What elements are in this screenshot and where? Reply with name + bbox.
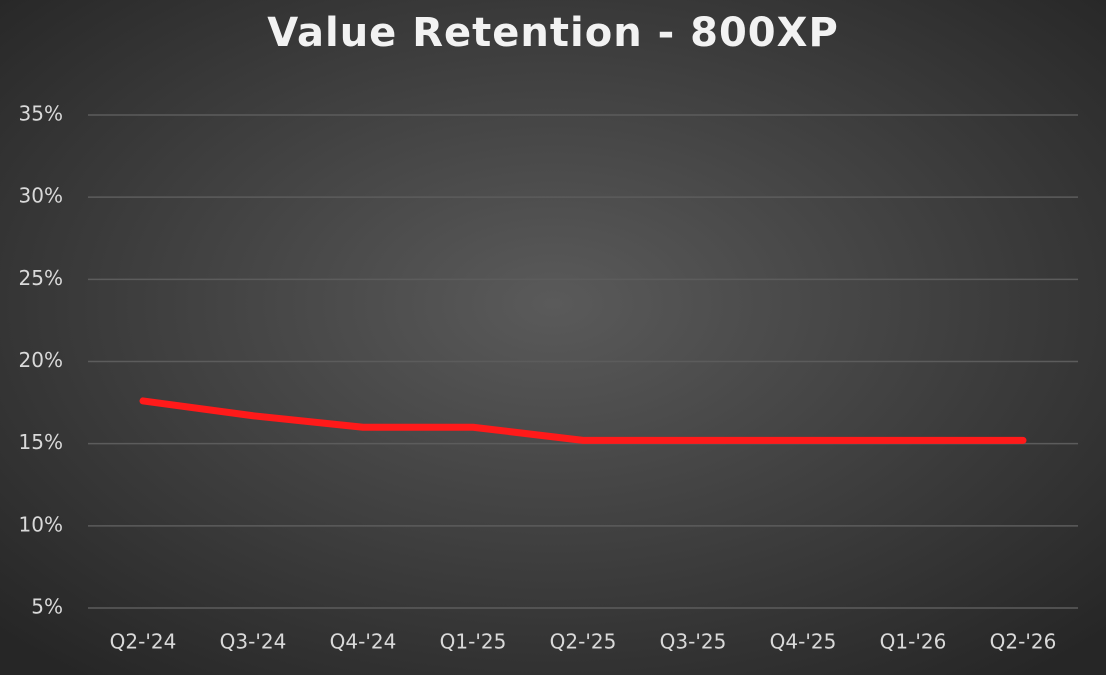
y-tick-label: 10%: [19, 512, 63, 536]
x-tick-label: Q1-'26: [880, 630, 947, 654]
data-line: [139, 397, 1027, 444]
y-tick-label: 15%: [19, 430, 63, 454]
x-tick-label: Q2-'26: [990, 630, 1057, 654]
x-tick-label: Q1-'25: [440, 630, 507, 654]
y-tick-label: 20%: [19, 348, 63, 372]
y-tick-label: 5%: [31, 595, 63, 619]
chart-title: Value Retention - 800XP: [267, 10, 839, 56]
y-tick-label: 25%: [19, 266, 63, 290]
x-tick-label: Q3-'24: [220, 630, 287, 654]
x-tick-label: Q4-'25: [770, 630, 837, 654]
x-tick-label: Q2-'25: [550, 630, 617, 654]
y-tick-label: 35%: [19, 102, 63, 126]
x-tick-label: Q2-'24: [110, 630, 177, 654]
y-tick-label: 30%: [19, 184, 63, 208]
x-tick-label: Q3-'25: [660, 630, 727, 654]
x-tick-label: Q4-'24: [330, 630, 397, 654]
